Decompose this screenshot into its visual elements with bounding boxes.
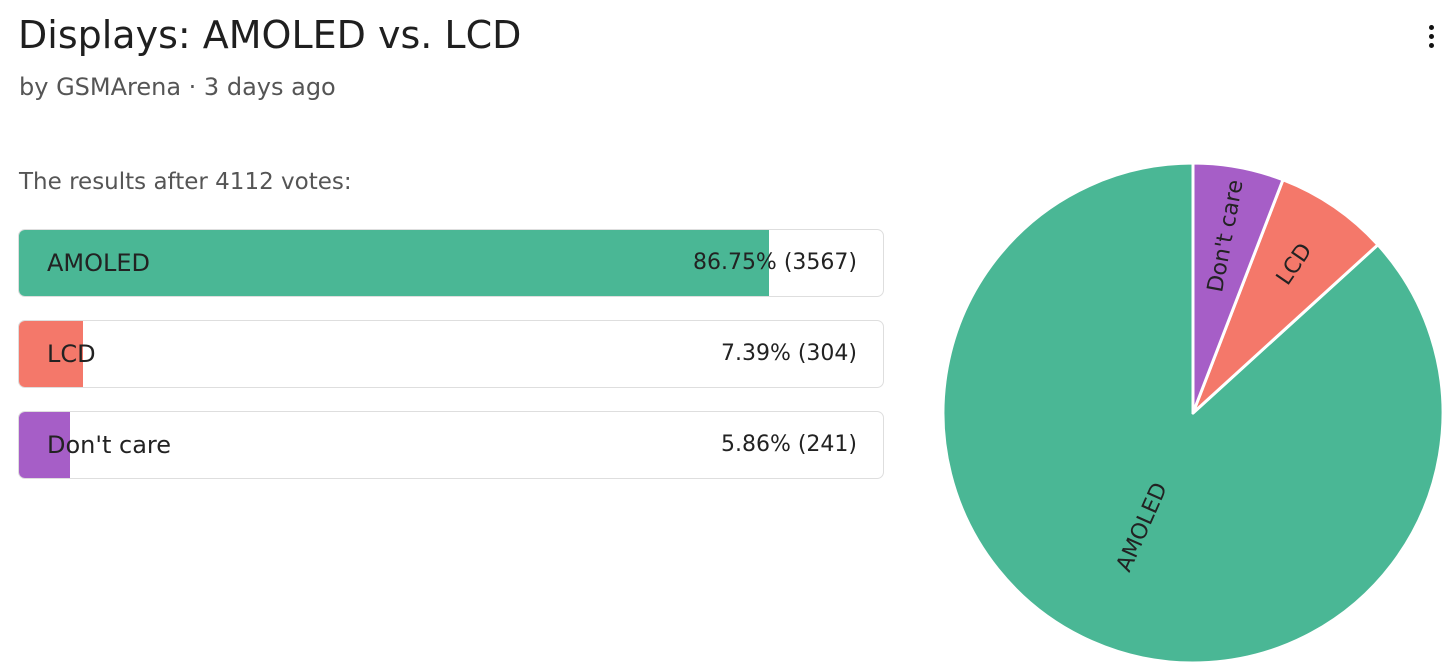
results-summary: The results after 4112 votes: (19, 169, 352, 195)
option-result: 5.86% (241) (720, 432, 857, 457)
page-title: Displays: AMOLED vs. LCD (18, 13, 522, 57)
byline: by GSMArena · 3 days ago (19, 73, 336, 101)
option-result: 86.75% (3567) (692, 250, 857, 275)
more-vertical-icon[interactable] (1416, 18, 1446, 54)
pie-slice-don-t-care (1191, 161, 1285, 415)
poll-option-amoled[interactable]: AMOLED 86.75% (3567) (18, 229, 884, 297)
option-label: Don't care (47, 431, 172, 459)
poll-option-dont-care[interactable]: Don't care 5.86% (241) (18, 411, 884, 479)
option-label: AMOLED (47, 249, 151, 277)
option-label: LCD (47, 340, 96, 368)
result-bar-fill (19, 230, 769, 296)
pie-slice-lcd (1191, 178, 1380, 415)
poll-option-lcd[interactable]: LCD 7.39% (304) (18, 320, 884, 388)
result-bar-fill (19, 412, 70, 478)
result-bar-fill (19, 321, 83, 387)
option-result: 7.39% (304) (720, 341, 857, 366)
